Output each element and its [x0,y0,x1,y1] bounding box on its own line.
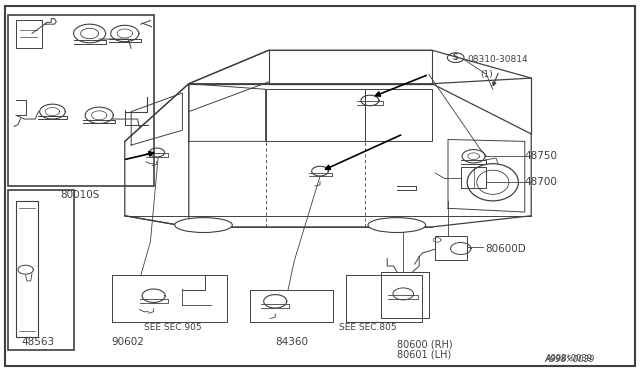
Text: S: S [453,53,458,62]
Text: A998×0039: A998×0039 [545,355,595,364]
Text: SEE SEC.905: SEE SEC.905 [144,323,202,332]
Text: SEE SEC.805: SEE SEC.805 [339,323,397,332]
Text: 84360: 84360 [275,337,308,347]
Ellipse shape [467,164,518,201]
Ellipse shape [477,170,509,194]
Text: 80010S: 80010S [60,190,100,200]
Bar [8,15,154,186]
Text: 48563: 48563 [22,337,55,347]
Text: (1): (1) [480,70,493,79]
Ellipse shape [368,218,426,232]
Text: 80600D: 80600D [485,244,526,254]
Text: A998*0039: A998*0039 [546,355,593,363]
Text: 80600 (RH): 80600 (RH) [397,339,452,349]
Text: 48700: 48700 [525,177,557,187]
Text: 08310-30814: 08310-30814 [467,55,528,64]
Text: 90602: 90602 [111,337,145,347]
Text: 80601 (LH): 80601 (LH) [397,349,451,359]
Ellipse shape [175,218,232,232]
Bar [8,190,74,350]
Text: 48750: 48750 [525,151,558,161]
